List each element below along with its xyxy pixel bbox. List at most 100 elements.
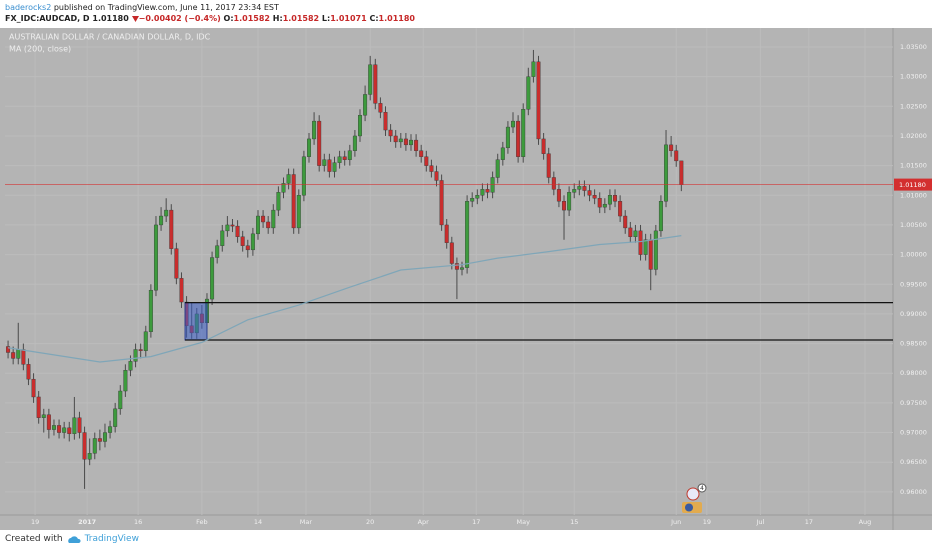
x-tick-label: Jun	[670, 518, 681, 526]
tv-logo	[67, 535, 81, 543]
candle-body	[148, 289, 153, 332]
candle-body	[424, 156, 429, 166]
y-tick-label: 1.01000	[900, 191, 927, 199]
candle-body	[301, 156, 306, 196]
candle-body	[460, 267, 464, 270]
candle-body	[245, 245, 250, 251]
event-flag	[685, 503, 693, 512]
candle-body	[82, 432, 87, 460]
candle-body	[113, 408, 118, 427]
candle-body	[607, 195, 612, 205]
candle-body	[398, 138, 403, 143]
y-tick-label: 0.98000	[900, 369, 927, 377]
candle-body	[164, 209, 169, 217]
candle-body	[6, 346, 11, 353]
candle-body	[378, 103, 383, 113]
candle-body	[368, 64, 373, 95]
candle-body	[250, 233, 255, 251]
candle-body	[669, 144, 674, 151]
candle-body	[72, 417, 77, 434]
candle-body	[531, 61, 536, 77]
candle-body	[230, 224, 235, 227]
x-tick-label: May	[516, 518, 530, 526]
candle-body	[92, 438, 97, 454]
zone	[184, 302, 208, 341]
candle-body	[674, 150, 679, 162]
y-tick-label: 1.02000	[900, 132, 927, 140]
x-tick-label: Feb	[196, 518, 208, 526]
chart: AUSTRALIAN DOLLAR / CANADIAN DOLLAR, D, …	[0, 28, 932, 530]
candle-body	[327, 159, 332, 172]
event-icons: 4	[682, 483, 707, 513]
candle-body	[179, 278, 184, 303]
y-tick-label: 1.03000	[900, 73, 927, 81]
candle-body	[363, 94, 368, 116]
candle-body	[108, 426, 113, 433]
candle-body	[240, 236, 245, 246]
o: 1.01582	[233, 14, 270, 23]
candle-body	[281, 183, 286, 193]
candle-body	[521, 109, 526, 157]
header-line-1: baderocks2 published on TradingView.com,…	[5, 2, 415, 13]
candle-body	[77, 417, 82, 433]
candle-body	[562, 201, 567, 211]
change: −0.00402 (−0.4%)	[138, 14, 221, 23]
candle-body	[286, 174, 291, 184]
candle-body	[169, 209, 174, 249]
candle-body	[444, 224, 449, 243]
x-tick-label: Aug	[859, 518, 872, 526]
candle-body	[419, 150, 424, 157]
candle-body	[383, 112, 388, 131]
candle-body	[536, 61, 541, 140]
candle-body	[449, 242, 454, 264]
candle-body	[500, 147, 505, 160]
candle-body	[403, 138, 408, 146]
candle-body	[546, 153, 551, 178]
y-tick-label: 0.98500	[900, 340, 927, 348]
c-label: C:	[369, 14, 379, 23]
event-count: 4	[700, 485, 704, 492]
candle-body	[679, 160, 684, 185]
candle-body	[256, 215, 260, 235]
y-tick-label: 0.99500	[900, 280, 927, 288]
header-line-2: FX_IDC:AUDCAD, D 1.01180 −0.00402 (−0.4%…	[5, 13, 415, 24]
candle-body	[409, 139, 413, 146]
candle-body	[602, 203, 607, 208]
candle-body	[551, 177, 556, 190]
candle-body	[429, 165, 434, 172]
grid	[5, 28, 893, 515]
created-with: Created with	[5, 534, 63, 544]
candle-body	[633, 230, 638, 237]
y-tick-label: 1.02500	[900, 102, 927, 110]
candle-body	[638, 230, 643, 255]
candle-body	[439, 180, 444, 226]
candle-body	[210, 257, 215, 300]
candle-body	[511, 120, 515, 128]
x-tick-label: Mar	[300, 518, 313, 526]
candle-body	[658, 201, 663, 232]
candle-body	[480, 189, 485, 196]
candle-body	[332, 162, 337, 172]
candle-body	[470, 198, 475, 202]
candle-body	[623, 215, 628, 229]
candle-body	[159, 215, 164, 226]
event-icon	[686, 487, 700, 501]
candle-body	[67, 427, 72, 434]
down-arrow	[131, 15, 139, 22]
candle-body	[220, 230, 225, 246]
candle-body	[271, 209, 276, 229]
candle-body	[118, 390, 123, 410]
candle-body	[291, 174, 296, 229]
x-tick-label: 14	[254, 518, 262, 526]
y-tick-label: 1.00000	[900, 251, 927, 259]
x-tick-label: 19	[31, 518, 39, 526]
y-tick-label: 0.96000	[900, 488, 927, 496]
candle-body	[153, 224, 158, 291]
header: baderocks2 published on TradingView.com,…	[5, 2, 415, 24]
candle-body	[648, 239, 653, 270]
ma-line	[7, 235, 682, 363]
candle-body	[123, 370, 128, 392]
h-label: H:	[272, 14, 283, 23]
c: 1.01180	[378, 14, 415, 23]
